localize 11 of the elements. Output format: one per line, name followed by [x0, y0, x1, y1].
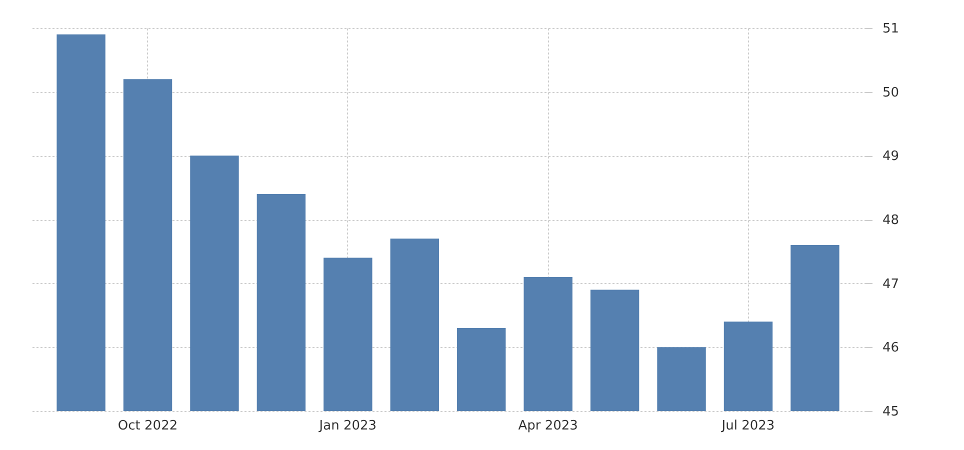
y-tick-label: 45	[882, 404, 900, 420]
x-tick-label: Oct 2022	[118, 418, 178, 434]
y-tick-label: 49	[882, 149, 900, 164]
x-tick-label: Jan 2023	[318, 418, 377, 434]
y-tick-label: 47	[882, 276, 900, 292]
y-tick-label: 46	[882, 340, 900, 356]
y-tick-label: 50	[882, 85, 900, 100]
y-tick-label: 51	[882, 22, 900, 36]
x-tick-label: Apr 2023	[518, 418, 578, 434]
x-tick-label: Jul 2023	[720, 418, 775, 434]
y-tick-label: 48	[882, 213, 900, 228]
